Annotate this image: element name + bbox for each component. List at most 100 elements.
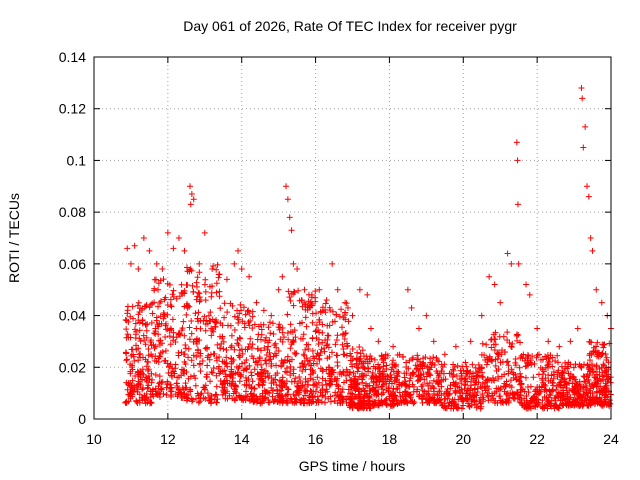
data-point (375, 338, 382, 345)
data-point (315, 326, 322, 333)
data-point (192, 310, 199, 317)
data-point (290, 366, 297, 373)
data-point (340, 368, 347, 375)
data-point (496, 393, 503, 400)
data-point (201, 229, 208, 236)
data-point (173, 295, 180, 302)
data-point (276, 393, 283, 400)
data-point (593, 368, 600, 375)
data-point (297, 364, 304, 371)
data-point (588, 396, 595, 403)
data-point (223, 346, 230, 353)
data-point (522, 374, 529, 381)
data-point (458, 380, 465, 387)
data-point (554, 359, 561, 366)
data-point (231, 346, 238, 353)
data-point (500, 333, 507, 340)
data-point (244, 365, 251, 372)
data-point (452, 388, 459, 395)
data-point (591, 373, 598, 380)
data-point (305, 361, 312, 368)
data-point (410, 354, 417, 361)
data-point (327, 398, 334, 405)
data-point (224, 309, 231, 316)
data-point (497, 359, 504, 366)
data-point (319, 387, 326, 394)
data-point (589, 381, 596, 388)
data-point (124, 331, 131, 338)
data-point (315, 336, 322, 343)
data-point (123, 399, 130, 406)
data-point (207, 309, 214, 316)
data-point (561, 376, 568, 383)
data-point (284, 353, 291, 360)
data-point (256, 393, 263, 400)
data-point (576, 402, 583, 409)
data-point (206, 398, 213, 405)
data-point (235, 247, 242, 254)
data-point (378, 353, 385, 360)
data-point (212, 323, 219, 330)
data-point (367, 325, 374, 332)
data-point (357, 350, 364, 357)
data-point (333, 352, 340, 359)
data-point (317, 308, 324, 315)
data-point (283, 384, 290, 391)
data-point (328, 349, 335, 356)
data-point (168, 369, 175, 376)
data-point (310, 398, 317, 405)
data-point (503, 399, 510, 406)
data-point (224, 363, 231, 370)
data-point (599, 341, 606, 348)
data-point (356, 344, 363, 351)
data-point (550, 382, 557, 389)
data-point (167, 341, 174, 348)
data-point (283, 378, 290, 385)
data-point (163, 384, 170, 391)
grid-lines (94, 57, 611, 419)
data-point (212, 392, 219, 399)
data-point (525, 359, 532, 366)
data-point (213, 289, 220, 296)
data-point (283, 365, 290, 372)
data-point (243, 377, 250, 384)
data-point (160, 276, 167, 283)
data-point (287, 372, 294, 379)
data-point (544, 362, 551, 369)
data-point (535, 371, 542, 378)
data-point (364, 291, 371, 298)
data-point (572, 361, 579, 368)
data-point (419, 362, 426, 369)
data-point (213, 280, 220, 287)
data-point (306, 392, 313, 399)
data-point (183, 397, 190, 404)
data-point (198, 390, 205, 397)
data-point (228, 368, 235, 375)
data-point (246, 341, 253, 348)
data-point (153, 317, 160, 324)
data-point (394, 372, 401, 379)
data-point (181, 359, 188, 366)
data-point (128, 352, 135, 359)
data-point (392, 377, 399, 384)
data-point (574, 381, 581, 388)
data-point (279, 324, 286, 331)
data-point (210, 365, 217, 372)
data-point (549, 387, 556, 394)
data-point (249, 325, 256, 332)
data-point (410, 388, 417, 395)
data-point (299, 367, 306, 374)
data-point (375, 402, 382, 409)
data-point (553, 386, 560, 393)
data-point (541, 393, 548, 400)
data-point (142, 341, 149, 348)
data-point (183, 281, 190, 288)
data-point (156, 341, 163, 348)
data-point (479, 340, 486, 347)
data-point (238, 266, 245, 273)
data-point (353, 355, 360, 362)
data-point (495, 385, 502, 392)
data-point (219, 391, 226, 398)
data-point (144, 358, 151, 365)
data-point (345, 318, 352, 325)
